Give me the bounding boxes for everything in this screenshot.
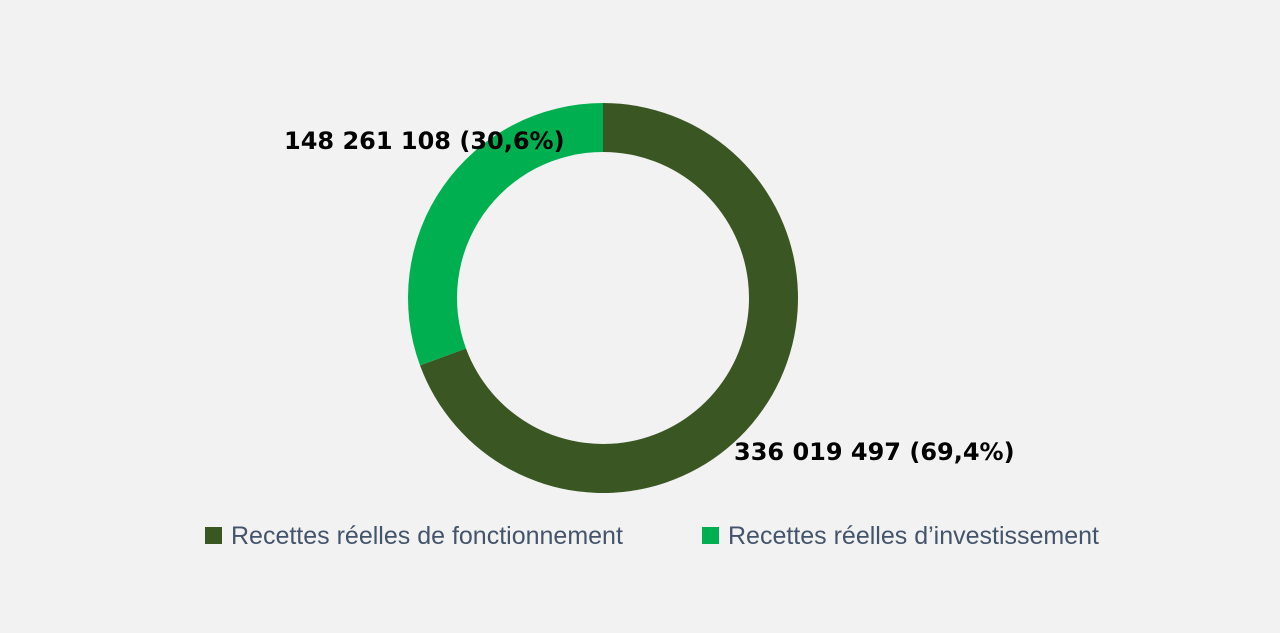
legend-item-investissement[interactable]: Recettes réelles d’investissement — [702, 522, 1099, 550]
data-label-fonctionnement: 336 019 497 (69,4%) — [734, 438, 1015, 466]
legend-swatch-investissement — [702, 527, 719, 544]
data-label-investissement: 148 261 108 (30,6%) — [284, 127, 565, 155]
legend-label-investissement: Recettes réelles d’investissement — [728, 522, 1099, 550]
legend: Recettes réelles de fonctionnement Recet… — [205, 522, 1099, 550]
donut-slices — [407, 103, 799, 494]
legend-item-fonctionnement[interactable]: Recettes réelles de fonctionnement — [205, 522, 623, 550]
legend-swatch-fonctionnement — [205, 527, 222, 544]
legend-label-fonctionnement: Recettes réelles de fonctionnement — [231, 522, 623, 550]
donut-slice-investissement[interactable] — [407, 103, 603, 366]
